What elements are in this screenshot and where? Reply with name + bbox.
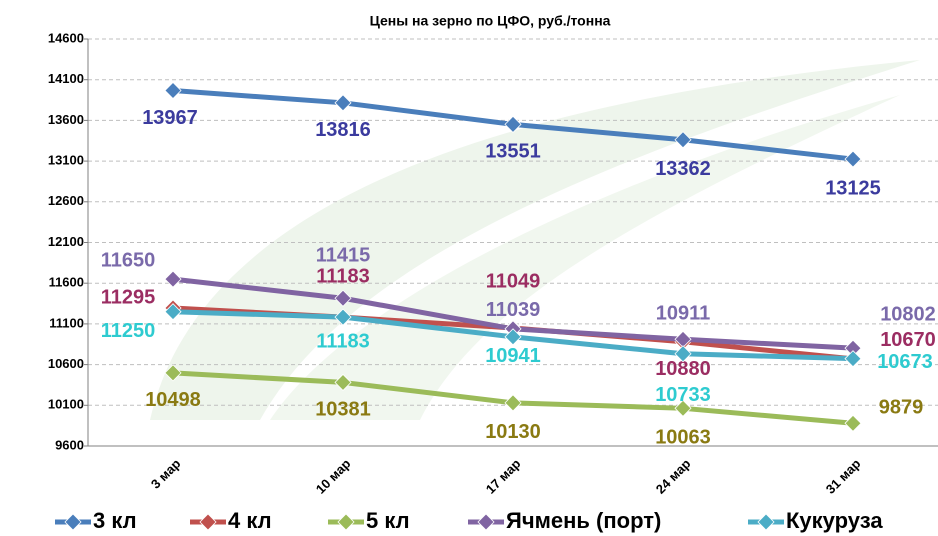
data-label: 10498 xyxy=(145,389,201,411)
point-marker xyxy=(844,350,862,368)
point-marker xyxy=(504,394,522,412)
y-tick-label: 14600 xyxy=(48,30,84,45)
legend-marker xyxy=(337,513,355,531)
data-label: 10130 xyxy=(485,421,541,443)
data-label: 10673 xyxy=(877,351,933,373)
legend-label: 3 кл xyxy=(93,508,137,533)
data-label: 10911 xyxy=(656,303,711,325)
data-label: 11295 xyxy=(101,286,156,308)
y-tick-label: 12600 xyxy=(48,193,84,208)
x-tick-label: 31 мар xyxy=(823,456,864,497)
data-label: 11039 xyxy=(486,299,541,321)
data-label: 11183 xyxy=(316,265,369,287)
point-marker xyxy=(674,399,692,417)
legend-label: Ячмень (порт) xyxy=(506,508,661,533)
y-tick-label: 11100 xyxy=(49,315,84,330)
legend-label: 4 кл xyxy=(228,508,272,533)
data-label: 11049 xyxy=(486,270,541,292)
point-marker xyxy=(844,414,862,432)
y-tick-label: 13100 xyxy=(48,153,84,168)
point-marker xyxy=(844,150,862,168)
point-marker xyxy=(164,270,182,288)
data-label: 10670 xyxy=(880,329,936,351)
chart-title: Цены на зерно по ЦФО, руб./тонна xyxy=(370,13,611,29)
point-marker xyxy=(674,131,692,149)
data-label: 10880 xyxy=(655,358,711,380)
data-label: 10733 xyxy=(655,384,711,406)
point-marker xyxy=(334,308,352,326)
data-label: 10381 xyxy=(315,399,371,421)
data-label: 11415 xyxy=(316,245,371,267)
y-tick-label: 13600 xyxy=(48,112,84,127)
legend-marker xyxy=(477,513,495,531)
data-label: 13125 xyxy=(825,177,881,199)
point-marker xyxy=(164,303,182,321)
y-tick-label: 9600 xyxy=(55,437,84,452)
point-marker xyxy=(504,328,522,346)
legend-marker xyxy=(757,513,775,531)
background-swoosh xyxy=(270,95,900,420)
data-label: 10802 xyxy=(880,303,936,325)
legend-label: 5 кл xyxy=(366,508,410,533)
legend-marker xyxy=(64,513,82,531)
y-tick-label: 10600 xyxy=(48,356,84,371)
y-tick-label: 14100 xyxy=(48,71,84,86)
data-label: 13816 xyxy=(315,119,371,141)
y-tick-label: 12100 xyxy=(48,234,84,249)
data-label: 13967 xyxy=(142,107,198,129)
point-marker xyxy=(164,364,182,382)
point-marker xyxy=(674,345,692,363)
legend-label: Кукуруза xyxy=(786,508,883,533)
data-label: 9879 xyxy=(879,397,924,419)
data-label: 11650 xyxy=(101,249,156,271)
data-label: 10063 xyxy=(655,427,711,449)
y-tick-label: 10100 xyxy=(48,397,84,412)
y-tick-label: 11600 xyxy=(49,275,84,290)
x-tick-label: 17 мар xyxy=(483,456,524,497)
data-label: 13362 xyxy=(655,158,711,180)
legend-marker xyxy=(199,513,217,531)
point-marker xyxy=(674,330,692,348)
data-label: 10941 xyxy=(485,345,541,367)
data-label: 11183 xyxy=(316,330,369,352)
point-marker xyxy=(504,115,522,133)
point-marker xyxy=(334,289,352,307)
x-tick-label: 10 мар xyxy=(313,456,354,497)
x-tick-label: 3 мар xyxy=(148,456,184,492)
data-label: 13551 xyxy=(485,141,541,163)
point-marker xyxy=(334,373,352,391)
data-label: 11250 xyxy=(101,320,156,342)
point-marker xyxy=(334,94,352,112)
background-swoosh xyxy=(150,60,920,420)
point-marker xyxy=(164,81,182,100)
x-tick-label: 24 мар xyxy=(653,456,694,497)
